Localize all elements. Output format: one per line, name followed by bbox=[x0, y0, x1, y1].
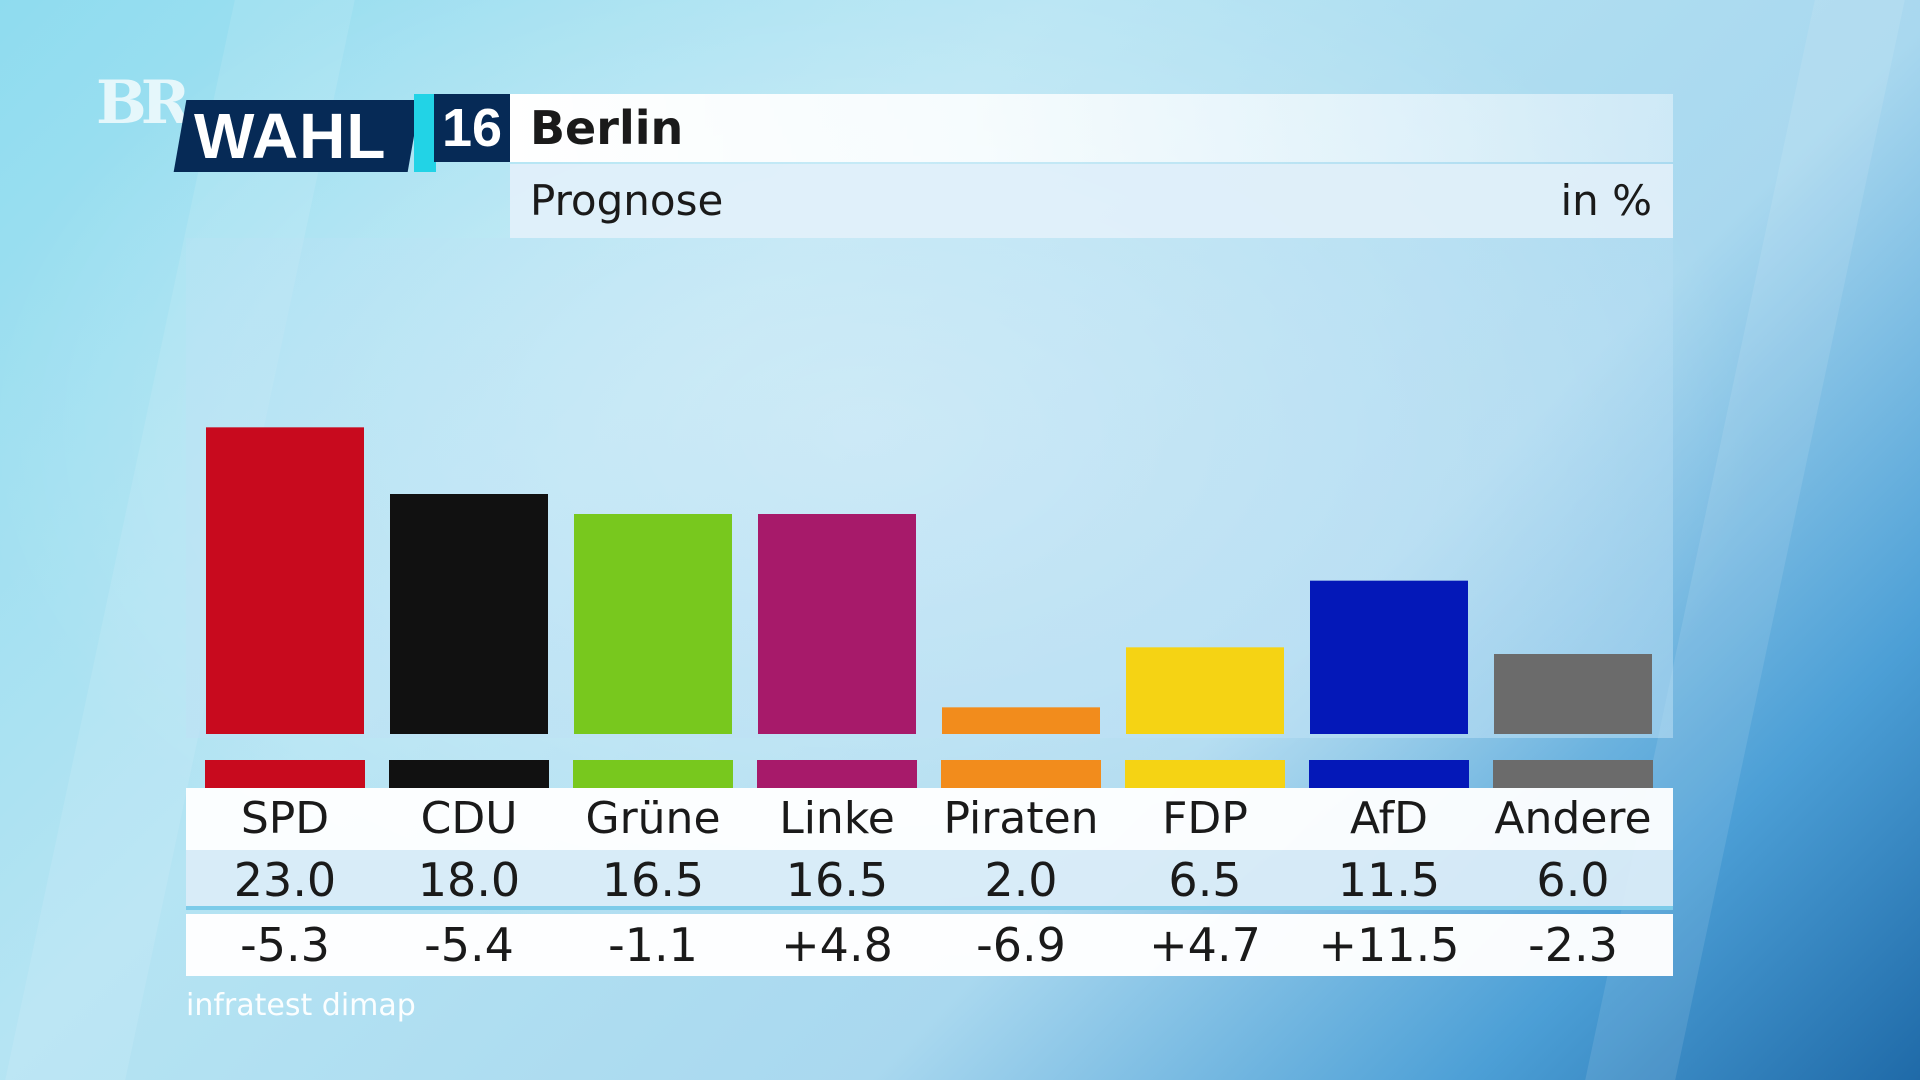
bar-piraten bbox=[942, 707, 1100, 734]
chart-subtitle: Prognose bbox=[530, 176, 724, 225]
party-name-piraten: Piraten bbox=[943, 793, 1099, 844]
party-value-afd: 11.5 bbox=[1337, 853, 1441, 907]
party-name-cdu: CDU bbox=[420, 793, 518, 844]
bar-cdu bbox=[390, 494, 548, 734]
color-key-afd bbox=[1309, 760, 1469, 788]
bar-andere bbox=[1494, 654, 1652, 734]
party-value-cdu: 18.0 bbox=[417, 853, 521, 907]
party-change-spd: -5.3 bbox=[240, 918, 330, 972]
color-key-andere bbox=[1493, 760, 1653, 788]
party-change-fdp: +4.7 bbox=[1149, 918, 1261, 972]
party-change-cdu: -5.4 bbox=[424, 918, 514, 972]
bar-afd bbox=[1310, 580, 1468, 734]
unit-label: in % bbox=[1560, 176, 1652, 225]
party-value-spd: 23.0 bbox=[233, 853, 337, 907]
party-name-linke: Linke bbox=[779, 793, 895, 844]
bar-linke bbox=[758, 514, 916, 734]
wahl-number-background bbox=[434, 94, 510, 162]
wahl-badge-accent bbox=[414, 94, 436, 172]
party-name-afd: AfD bbox=[1350, 793, 1428, 844]
color-key-spd bbox=[205, 760, 365, 788]
source-label: infratest dimap bbox=[186, 988, 416, 1023]
bar-spd bbox=[206, 427, 364, 734]
party-change-row: -5.3 -5.4 -1.1 +4.8 -6.9 +4.7 +11.5 -2.3 bbox=[186, 914, 1673, 976]
party-change-afd: +11.5 bbox=[1318, 918, 1460, 972]
party-name-fdp: FDP bbox=[1162, 793, 1248, 844]
party-change-piraten: -6.9 bbox=[976, 918, 1066, 972]
party-value-grüne: 16.5 bbox=[601, 853, 705, 907]
bar-grüne bbox=[574, 514, 732, 734]
wahl-number: 16 bbox=[441, 98, 503, 158]
party-name-andere: Andere bbox=[1494, 793, 1652, 844]
party-change-linke: +4.8 bbox=[781, 918, 893, 972]
party-name-spd: SPD bbox=[240, 793, 330, 844]
party-name-grüne: Grüne bbox=[585, 793, 721, 844]
color-key-piraten bbox=[941, 760, 1101, 788]
party-value-piraten: 2.0 bbox=[984, 853, 1058, 907]
party-value-row: 23.0 18.0 16.5 16.5 2.0 6.5 11.5 6.0 bbox=[186, 850, 1673, 910]
party-change-grüne: -1.1 bbox=[608, 918, 698, 972]
wahl-badge-text: WAHL bbox=[194, 100, 387, 172]
title-bar bbox=[510, 94, 1673, 162]
color-key-cdu bbox=[389, 760, 549, 788]
party-name-row: SPD CDU Grüne Linke Piraten FDP AfD Andere bbox=[186, 788, 1673, 850]
party-value-fdp: 6.5 bbox=[1168, 853, 1242, 907]
color-key-fdp bbox=[1125, 760, 1285, 788]
chart-title: Berlin bbox=[530, 101, 684, 155]
color-key-grüne bbox=[573, 760, 733, 788]
color-key-linke bbox=[757, 760, 917, 788]
party-value-linke: 16.5 bbox=[785, 853, 889, 907]
subtitle-bar bbox=[510, 164, 1673, 238]
bar-fdp bbox=[1126, 647, 1284, 734]
party-value-andere: 6.0 bbox=[1536, 853, 1610, 907]
party-change-andere: -2.3 bbox=[1528, 918, 1618, 972]
br-logo: BR bbox=[96, 68, 191, 138]
